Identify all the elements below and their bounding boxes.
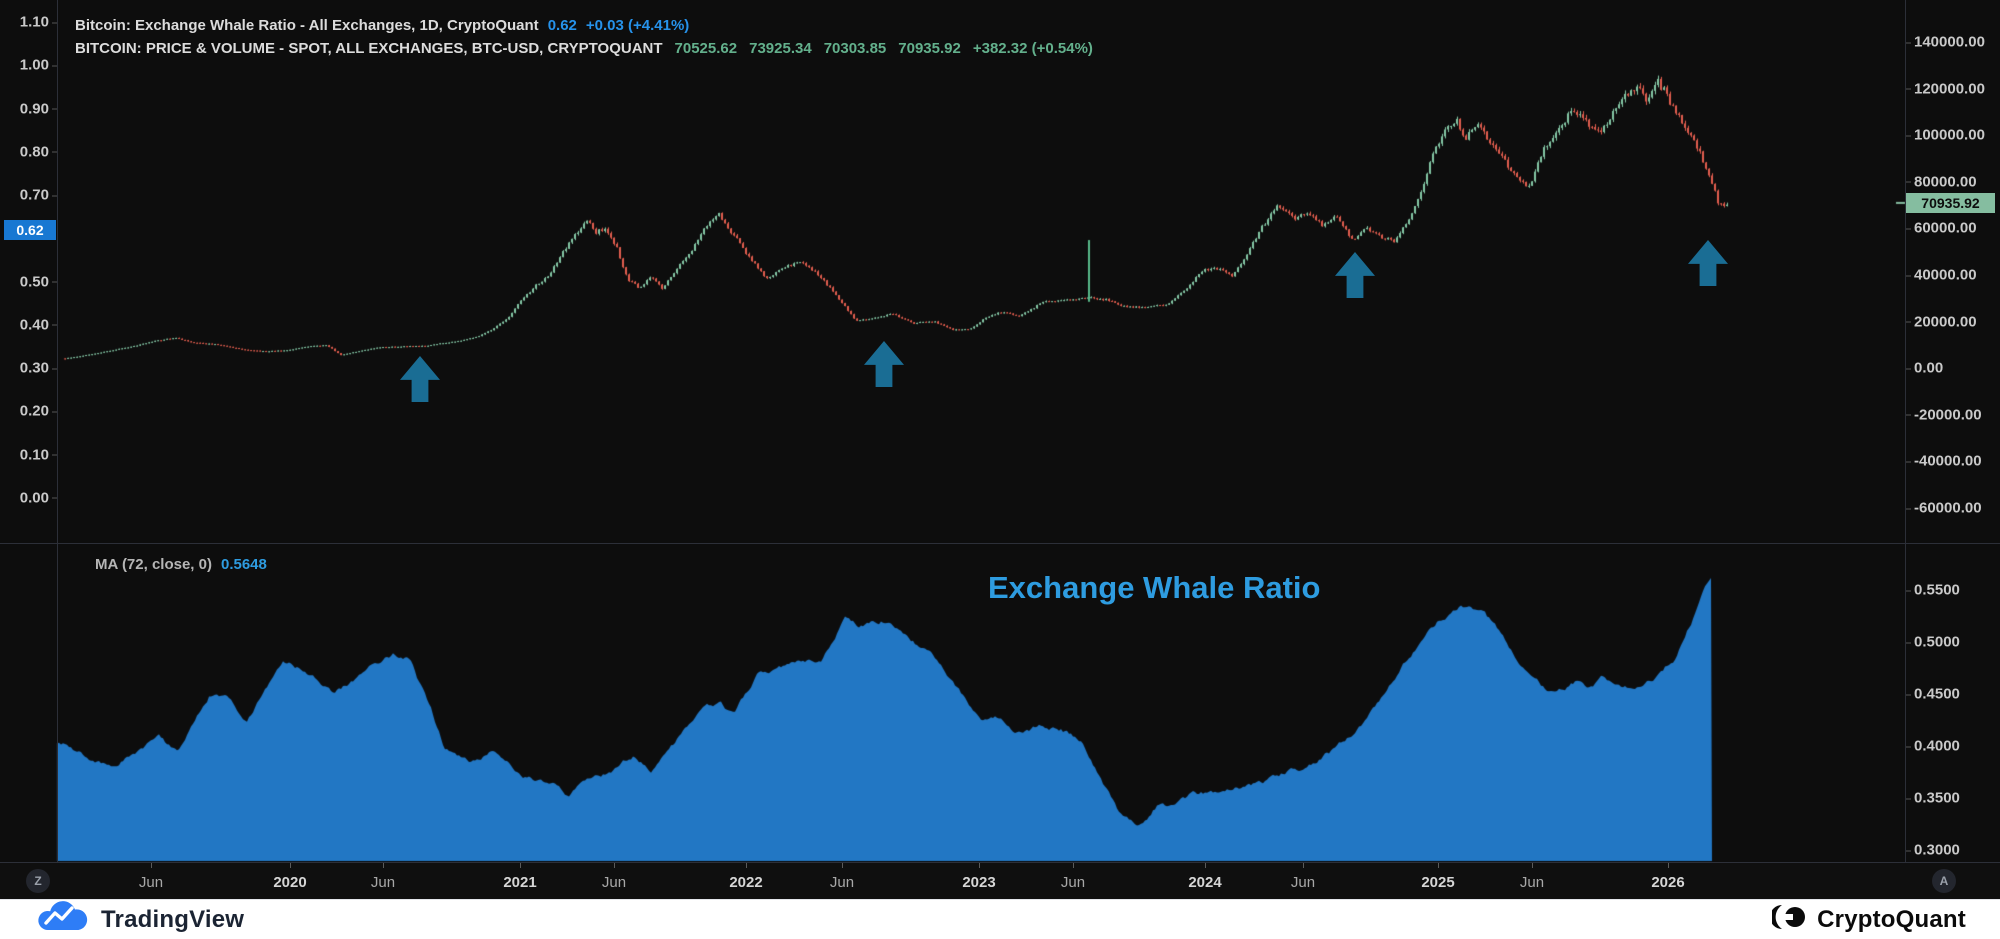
time-tick <box>842 863 843 868</box>
axis-tick-label: 40000.00 <box>1906 266 1977 284</box>
axis-tick-label: 0.00 <box>0 489 57 506</box>
axis-tick-label: 120000.00 <box>1906 80 1985 98</box>
axis-tick-label: 0.90 <box>0 100 57 117</box>
ohlc-change: +382.32 (+0.54%) <box>972 40 1093 57</box>
cryptoquant-brand[interactable]: CryptoQuant <box>1770 904 1966 935</box>
time-tick <box>1205 863 1206 868</box>
time-scale[interactable]: Z A Jun 2020 Jun 2021 Jun 2022 Jun 2023 Jun 2024 J… <box>0 862 2000 900</box>
axis-tick-label: -60000.00 <box>1906 499 1982 517</box>
time-tick <box>1532 863 1533 868</box>
axis-tick-label: 0.4500 <box>1906 685 1960 703</box>
time-label: Jun <box>1519 874 1545 891</box>
legend-value: 0.62 <box>547 17 577 34</box>
axis-tick-label: 0.70 <box>0 187 57 204</box>
axis-tick-label: 0.30 <box>0 360 57 377</box>
axis-tick-label: 0.20 <box>0 403 57 420</box>
time-tick <box>614 863 615 868</box>
time-label: Jun <box>829 874 855 891</box>
legend-title: BITCOIN: PRICE & VOLUME - SPOT, ALL EXCH… <box>75 40 663 57</box>
ma-indicator-legend[interactable]: MA (72, close, 0) 0.5648 <box>95 556 267 573</box>
time-label: Jun <box>1290 874 1316 891</box>
axis-tick-label: 140000.00 <box>1906 33 1985 51</box>
axis-tick-label: 20000.00 <box>1906 313 1977 331</box>
tradingview-brand[interactable]: TradingView <box>34 900 244 939</box>
time-tick <box>979 863 980 868</box>
legend-title: Bitcoin: Exchange Whale Ratio - All Exch… <box>75 17 539 34</box>
ma-value: 0.5648 <box>220 556 267 573</box>
axis-tick-label: 0.00 <box>1905 359 1944 377</box>
pane-divider[interactable] <box>0 543 2000 544</box>
axis-tick-label: -40000.00 <box>1906 452 1982 470</box>
cryptoquant-logo-icon <box>1770 904 1808 935</box>
series-legend-whale-ratio[interactable]: Bitcoin: Exchange Whale Ratio - All Exch… <box>75 17 689 34</box>
time-label: 2023 <box>962 874 996 891</box>
axis-tick-label: 1.00 <box>0 57 57 74</box>
legend-change: +0.03 (+4.41%) <box>585 17 690 34</box>
current-ratio-tag: 0.62 <box>4 219 56 240</box>
time-tick <box>746 863 747 868</box>
time-label: 2022 <box>729 874 763 891</box>
axis-tick-label: 80000.00 <box>1906 173 1977 191</box>
axis-tick-label: 0.40 <box>0 316 57 333</box>
axis-tick-label: 0.5000 <box>1906 633 1960 651</box>
axis-tick-label: 60000.00 <box>1906 219 1977 237</box>
time-label: 2025 <box>1421 874 1455 891</box>
tradingview-logo-icon <box>34 900 92 939</box>
time-tick <box>151 863 152 868</box>
ohlc-close: 70935.92 <box>898 40 961 57</box>
attribution-footer: TradingView CryptoQuant <box>0 899 2000 939</box>
auto-scale-button[interactable]: A <box>1932 869 1956 893</box>
axis-tick-label: 0.50 <box>0 273 57 290</box>
time-tick <box>1438 863 1439 868</box>
time-label: Jun <box>138 874 164 891</box>
axis-tick-label: 0.3500 <box>1906 789 1960 807</box>
tradingview-wordmark: TradingView <box>101 905 245 933</box>
right-scale-divider <box>1905 0 1906 899</box>
axis-tick-label: -20000.00 <box>1906 406 1982 424</box>
time-label: Jun <box>601 874 627 891</box>
time-tick <box>383 863 384 868</box>
last-price-tag: 70935.92 <box>1906 192 1995 213</box>
time-tick <box>1303 863 1304 868</box>
left-scale-divider <box>57 0 58 899</box>
time-label: 2020 <box>273 874 307 891</box>
ohlc-open: 70525.62 <box>674 40 738 57</box>
ohlc-high: 73925.34 <box>749 40 812 57</box>
chart-canvas[interactable] <box>0 0 2000 899</box>
time-label: 2021 <box>503 874 537 891</box>
axis-tick-label: 0.10 <box>0 446 57 463</box>
axis-tick-label: 0.4000 <box>1906 737 1960 755</box>
axis-tick-label: 100000.00 <box>1906 126 1985 144</box>
time-label: Jun <box>370 874 396 891</box>
series-legend-price-volume[interactable]: BITCOIN: PRICE & VOLUME - SPOT, ALL EXCH… <box>75 40 1093 57</box>
zoom-reset-button[interactable]: Z <box>26 869 50 893</box>
pane-title: Exchange Whale Ratio <box>988 570 1321 605</box>
axis-tick-label: 1.10 <box>0 14 57 31</box>
ma-label: MA (72, close, 0) <box>95 556 212 573</box>
time-tick <box>520 863 521 868</box>
time-label: 2026 <box>1651 874 1685 891</box>
axis-tick-label: 0.5500 <box>1906 581 1960 599</box>
time-tick <box>1073 863 1074 868</box>
time-label: Jun <box>1060 874 1086 891</box>
time-tick <box>290 863 291 868</box>
ohlc-low: 70303.85 <box>823 40 887 57</box>
axis-tick-label: 0.80 <box>0 143 57 160</box>
cryptoquant-wordmark: CryptoQuant <box>1817 905 1966 933</box>
time-label: 2024 <box>1188 874 1222 891</box>
time-tick <box>1668 863 1669 868</box>
axis-tick-label: 0.3000 <box>1906 841 1960 859</box>
